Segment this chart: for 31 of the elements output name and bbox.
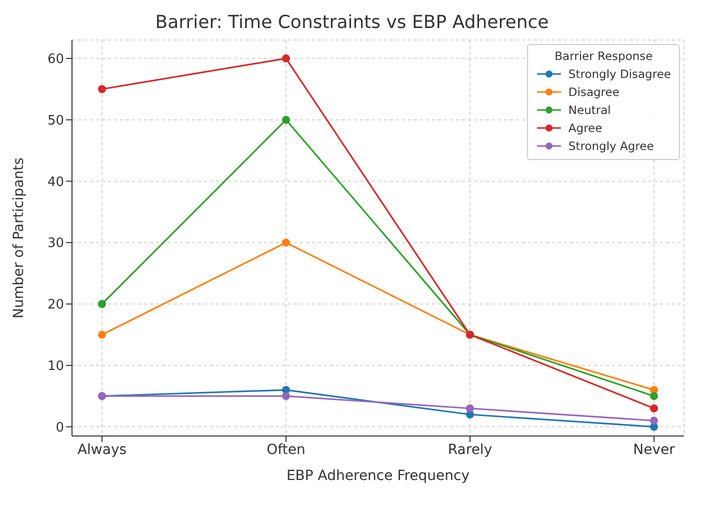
point	[466, 404, 474, 412]
y-tick-label: 40	[47, 174, 64, 190]
y-tick-label: 10	[47, 359, 64, 374]
y-tick-label: 50	[47, 113, 64, 128]
legend-label: Agree	[568, 120, 602, 137]
point	[282, 238, 290, 247]
y-tick-label: 0	[56, 420, 64, 436]
legend-title: Barrier Response	[554, 49, 654, 63]
point	[650, 392, 658, 400]
legend-label: Strongly Disagree	[568, 66, 671, 83]
chart-title: Barrier: Time Constraints vs EBP Adherence	[154, 12, 550, 33]
x-tick-label: Always	[77, 442, 127, 458]
legend-label: Neutral	[568, 102, 611, 119]
point	[282, 116, 290, 124]
point	[98, 300, 106, 308]
y-axis-title: Number of Participants	[10, 158, 27, 318]
y-tick-label: 30	[47, 236, 64, 252]
point	[98, 85, 106, 94]
point	[98, 330, 106, 339]
legend-label: Strongly Agree	[568, 138, 654, 155]
point	[650, 404, 658, 412]
x-tick-label: Rarely	[448, 442, 492, 458]
x-tick-label: Never	[633, 442, 676, 458]
point	[650, 416, 658, 425]
y-tick-label: 20	[47, 298, 64, 313]
x-tick-label: Often	[266, 442, 306, 458]
point	[282, 392, 290, 400]
x-axis-title: EBP Adherence Frequency	[286, 468, 470, 484]
y-tick-label: 60	[47, 52, 64, 68]
legend-label: Disagree	[568, 84, 620, 101]
point	[282, 54, 290, 62]
